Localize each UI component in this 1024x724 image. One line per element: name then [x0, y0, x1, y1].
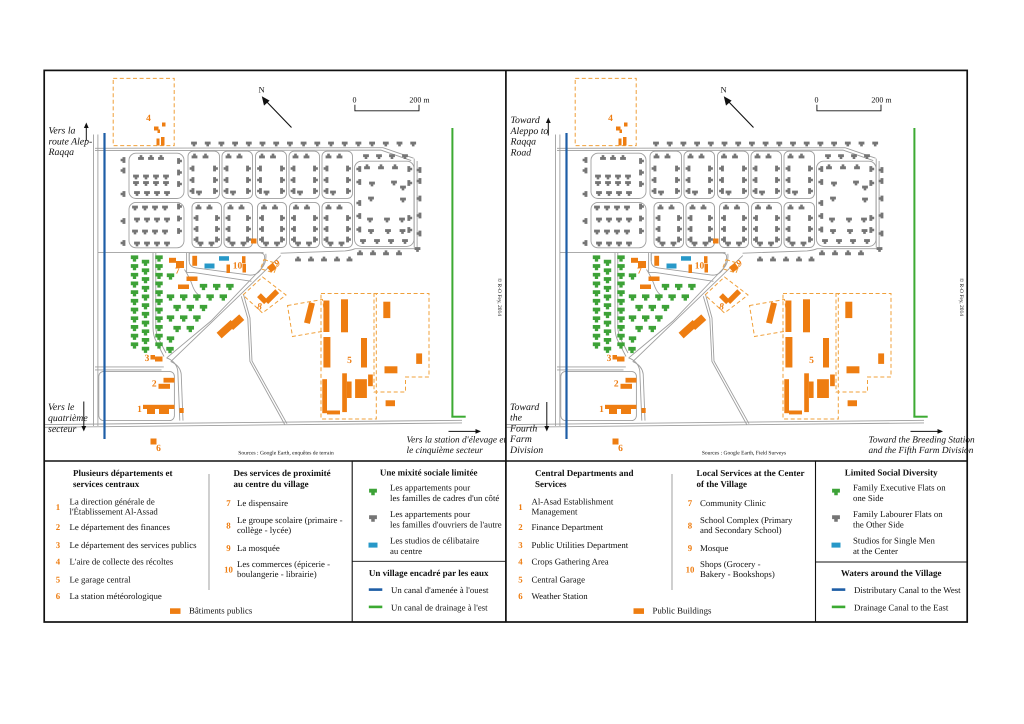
svg-text:Al-Asad Establishment: Al-Asad Establishment: [532, 497, 614, 507]
svg-text:Crops Gathering Area: Crops Gathering Area: [532, 557, 609, 567]
svg-text:Le groupe scolaire (primaire -: Le groupe scolaire (primaire -: [237, 515, 343, 525]
svg-text:Raqqa: Raqqa: [510, 137, 537, 148]
svg-text:and the Fifth Farm Division: and the Fifth Farm Division: [869, 446, 974, 456]
svg-text:secteur: secteur: [48, 424, 76, 435]
svg-text:Farm: Farm: [509, 434, 532, 445]
svg-text:Raqqa: Raqqa: [48, 147, 75, 158]
svg-text:les familles d'ouvriers de l'a: les familles d'ouvriers de l'autre: [390, 520, 502, 530]
svg-text:Mosque: Mosque: [700, 543, 728, 553]
svg-text:Le dispensaire: Le dispensaire: [237, 498, 288, 508]
svg-text:Un canal d'amenée à l'ouest: Un canal d'amenée à l'ouest: [391, 585, 489, 595]
svg-text:L'aire de collecte des récolte: L'aire de collecte des récoltes: [70, 557, 174, 567]
svg-text:1: 1: [56, 502, 60, 512]
svg-text:Public Utilities Department: Public Utilities Department: [532, 540, 629, 550]
svg-text:Division: Division: [509, 445, 543, 456]
svg-text:Toward: Toward: [510, 402, 539, 413]
svg-text:quatrième: quatrième: [48, 413, 88, 424]
svg-text:La direction générale de: La direction générale de: [70, 497, 155, 507]
svg-text:the Other Side: the Other Side: [853, 520, 904, 530]
svg-text:Les appartements pour: Les appartements pour: [390, 483, 470, 493]
svg-text:5: 5: [56, 575, 61, 585]
svg-text:Toward: Toward: [511, 115, 540, 126]
svg-text:10: 10: [224, 565, 233, 575]
svg-text:Central Garage: Central Garage: [532, 575, 586, 585]
svg-text:Bakery - Bookshops): Bakery - Bookshops): [700, 569, 775, 579]
svg-text:Central Departments and: Central Departments and: [535, 468, 634, 478]
svg-text:Un village encadré par les eau: Un village encadré par les eaux: [369, 568, 489, 578]
svg-text:School Complex (Primary: School Complex (Primary: [700, 515, 793, 525]
svg-text:Drainage Canal to the East: Drainage Canal to the East: [854, 602, 949, 612]
svg-text:one Side: one Side: [853, 493, 884, 503]
svg-text:Sources : Google Earth, enquêt: Sources : Google Earth, enquêtes de terr…: [238, 451, 334, 457]
svg-text:3: 3: [518, 540, 523, 550]
svg-text:Shops (Grocery -: Shops (Grocery -: [700, 559, 761, 569]
svg-text:services centraux: services centraux: [73, 479, 140, 489]
svg-text:Aleppo to: Aleppo to: [510, 126, 549, 137]
svg-text:at the Center: at the Center: [853, 546, 898, 556]
svg-text:9: 9: [688, 543, 693, 553]
svg-text:au centre du village: au centre du village: [234, 479, 309, 489]
svg-text:l'Établissement Al-Assad: l'Établissement Al-Assad: [70, 507, 159, 517]
svg-text:route Alep-: route Alep-: [49, 136, 93, 147]
svg-text:Services: Services: [535, 479, 567, 489]
svg-text:and Secondary School): and Secondary School): [700, 525, 782, 535]
svg-text:Des services de proximité: Des services de proximité: [234, 468, 331, 478]
svg-text:2: 2: [56, 522, 61, 532]
svg-text:les familles de cadres d'un cô: les familles de cadres d'un côté: [390, 493, 499, 503]
svg-text:Road: Road: [510, 147, 532, 158]
svg-text:Fourth: Fourth: [509, 423, 537, 434]
svg-text:4: 4: [518, 557, 523, 567]
svg-text:au centre: au centre: [390, 546, 422, 556]
svg-text:5: 5: [518, 575, 523, 585]
svg-text:© R-O Fey, 2014: © R-O Fey, 2014: [958, 278, 964, 316]
svg-text:La mosquée: La mosquée: [237, 543, 280, 553]
svg-text:10: 10: [686, 565, 695, 575]
svg-text:La station météorologique: La station météorologique: [70, 591, 162, 601]
svg-text:6: 6: [56, 591, 61, 601]
svg-text:2: 2: [518, 522, 523, 532]
svg-text:of the Village: of the Village: [697, 479, 748, 489]
svg-text:7: 7: [226, 498, 231, 508]
svg-text:Bâtiments publics: Bâtiments publics: [189, 606, 253, 616]
svg-text:Les appartements pour: Les appartements pour: [390, 509, 470, 519]
svg-text:Weather Station: Weather Station: [532, 591, 589, 601]
svg-text:Community Clinic: Community Clinic: [700, 498, 766, 508]
svg-text:Local Services at the Center: Local Services at the Center: [697, 468, 805, 478]
svg-text:9: 9: [226, 543, 231, 553]
svg-text:Les commerces (épicerie -: Les commerces (épicerie -: [237, 559, 330, 569]
svg-text:Limited Social Diversity: Limited Social Diversity: [845, 468, 938, 478]
svg-text:Une mixité sociale limitée: Une mixité sociale limitée: [380, 468, 478, 478]
svg-text:Vers la: Vers la: [49, 126, 76, 137]
svg-text:boulangerie - librairie): boulangerie - librairie): [237, 569, 317, 579]
svg-text:4: 4: [56, 557, 61, 567]
svg-text:Le département des services pu: Le département des services publics: [70, 540, 198, 550]
svg-text:1: 1: [518, 502, 522, 512]
svg-text:le cinquième secteur: le cinquième secteur: [407, 446, 484, 456]
svg-text:8: 8: [688, 521, 693, 531]
svg-text:the: the: [510, 413, 523, 424]
svg-text:Public Buildings: Public Buildings: [653, 606, 712, 616]
svg-text:Plusieurs départements et: Plusieurs départements et: [73, 468, 172, 478]
svg-text:Toward the Breeding Station: Toward the Breeding Station: [869, 436, 975, 446]
svg-text:Family Executive Flats on: Family Executive Flats on: [853, 483, 946, 493]
svg-text:Distributary Canal to the West: Distributary Canal to the West: [854, 585, 961, 595]
svg-text:8: 8: [226, 521, 231, 531]
svg-text:Management: Management: [532, 507, 578, 517]
svg-text:Le département des finances: Le département des finances: [70, 522, 171, 532]
svg-text:Family Labourer Flats on: Family Labourer Flats on: [853, 509, 943, 519]
svg-text:Le garage central: Le garage central: [70, 575, 132, 585]
svg-text:6: 6: [518, 591, 523, 601]
svg-text:3: 3: [56, 540, 61, 550]
svg-text:Finance Department: Finance Department: [532, 522, 604, 532]
svg-text:Vers la station d'élevage et: Vers la station d'élevage et: [407, 436, 507, 446]
svg-text:Vers le: Vers le: [48, 402, 75, 413]
svg-text:collège - lycée): collège - lycée): [237, 525, 291, 535]
svg-text:7: 7: [688, 498, 693, 508]
svg-text:Studios for Single Men: Studios for Single Men: [853, 536, 935, 546]
svg-text:Sources : Google Earth, Field: Sources : Google Earth, Field Surveys: [702, 451, 786, 457]
svg-text:© R-O Fey, 2014: © R-O Fey, 2014: [496, 278, 502, 316]
svg-text:Waters around the Village: Waters around the Village: [841, 568, 942, 578]
svg-text:Un canal de drainage à l'est: Un canal de drainage à l'est: [391, 602, 488, 612]
svg-text:Les studios de célibataire: Les studios de célibataire: [390, 536, 479, 546]
